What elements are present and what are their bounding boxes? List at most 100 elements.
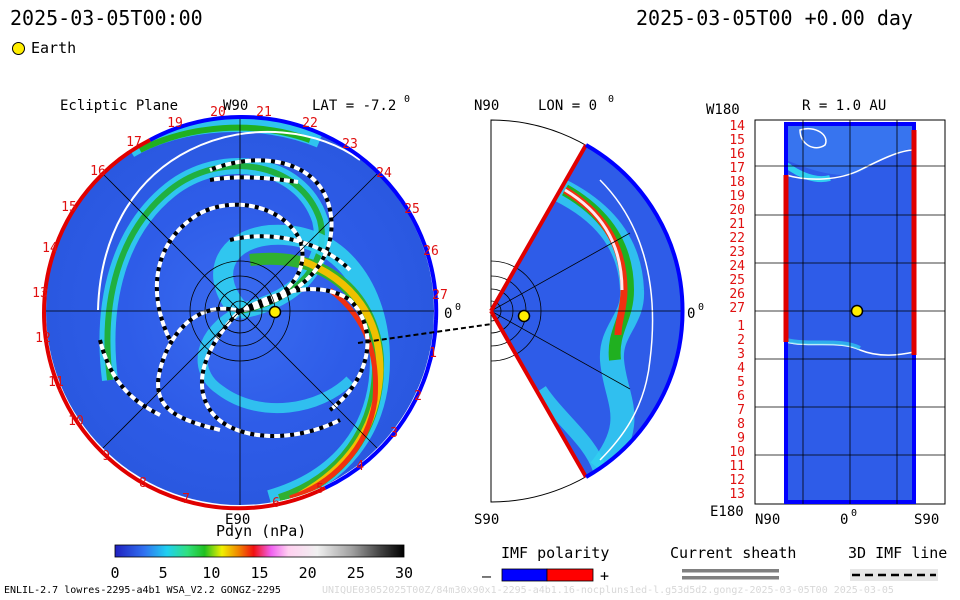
radial-row: 9 — [737, 431, 745, 446]
colorbar-tick-label: 10 — [202, 564, 220, 582]
radial-row: 17 — [729, 161, 745, 176]
radial-row: 25 — [729, 273, 745, 288]
meridional-front-core — [564, 188, 624, 291]
earth-legend: Earth — [12, 39, 76, 57]
ecliptic-tick: 26 — [423, 244, 439, 259]
current-sheath-swatch — [682, 569, 779, 573]
ecliptic-tick: 21 — [256, 105, 272, 120]
footer-run-id: UNIQUE03052025T00Z/84m30x90x1-2295-a4b1.… — [322, 585, 894, 596]
radial-row: 5 — [737, 375, 745, 390]
imf-polarity-legend: IMF polarity – + — [482, 544, 609, 585]
polarity-positive-swatch — [546, 568, 594, 582]
ecliptic-tick: 2 — [414, 389, 422, 404]
meridional-polarity-edge — [489, 144, 588, 312]
ecliptic-grid — [46, 117, 434, 505]
ecliptic-tick: 6 — [272, 496, 280, 511]
radial-row: 26 — [729, 287, 745, 302]
radial-zero-degree: 0 — [851, 508, 857, 519]
meridional-lon-label: LON = 0 — [538, 98, 597, 114]
polarity-negative-swatch — [501, 568, 548, 582]
radial-row: 18 — [729, 175, 745, 190]
ecliptic-tick: 3 — [390, 426, 398, 441]
radial-current-sheath-bottom — [785, 341, 915, 356]
radial-row: 2 — [737, 333, 745, 348]
footer-run-info: ENLIL-2.7 lowres-2295-a4b1 WSA_V2.2 GONG… — [4, 585, 281, 596]
ecliptic-zero-degree: 0 — [455, 302, 461, 313]
imf-line-title: 3D IMF line — [848, 544, 947, 562]
colorbar-ticks: 0 5 10 15 20 25 30 — [110, 564, 413, 582]
radial-panel: 14 15 16 17 18 19 20 21 22 23 24 25 26 2… — [706, 98, 946, 528]
current-sheath-legend: Current sheath — [670, 544, 796, 580]
radial-grid — [755, 120, 945, 504]
ecliptic-tick: 15 — [61, 200, 77, 215]
radial-w180-label: W180 — [706, 102, 740, 118]
colorbar: Pdyn (nPa) 0 5 10 15 20 25 30 — [110, 522, 413, 582]
ecliptic-tick: 10 — [68, 414, 84, 429]
ecliptic-tick: 8 — [139, 476, 147, 491]
radial-row: 21 — [729, 217, 745, 232]
earth-marker-icon — [12, 41, 25, 55]
radial-current-sheath-top — [785, 149, 915, 180]
current-sheath-title: Current sheath — [670, 544, 796, 562]
colorbar-tick-label: 15 — [250, 564, 268, 582]
ecliptic-lat-label: LAT = -7.2 — [312, 98, 396, 114]
ecliptic-tick: 5 — [316, 482, 324, 497]
ecliptic-tick: 14 — [42, 241, 58, 256]
radial-zero-label: 0 — [840, 512, 848, 528]
ecliptic-tick: 25 — [404, 202, 420, 217]
radial-row-labels: 14 15 16 17 18 19 20 21 22 23 24 25 26 2… — [729, 119, 745, 502]
imf-polarity-plus: + — [600, 567, 609, 585]
radial-row: 3 — [737, 347, 745, 362]
radial-row: 19 — [729, 189, 745, 204]
meridional-s90-label: S90 — [474, 512, 499, 528]
ecliptic-title: Ecliptic Plane — [60, 98, 178, 114]
ecliptic-tick: 24 — [376, 166, 392, 181]
radial-row: 14 — [729, 119, 745, 134]
radial-sheath-loop — [799, 128, 827, 149]
ecliptic-tick: 12 — [35, 331, 51, 346]
spiral-front-red — [289, 288, 379, 501]
radial-row: 6 — [737, 389, 745, 404]
meridional-polarity-arc — [585, 143, 685, 479]
ecliptic-tick: 17 — [126, 135, 142, 150]
ecliptic-e90-label: E90 — [225, 512, 250, 528]
meridional-n90-label: N90 — [474, 98, 499, 114]
radial-row: 13 — [729, 487, 745, 502]
spiral-stream — [197, 306, 354, 414]
colorbar-gradient — [114, 544, 405, 558]
radial-row: 24 — [729, 259, 745, 274]
colorbar-tick-label: 20 — [299, 564, 317, 582]
radial-row: 8 — [737, 417, 745, 432]
meridional-zero-degree: 0 — [698, 302, 704, 313]
ecliptic-tick-labels: 19 20 21 22 23 24 25 26 27 1 2 3 4 5 6 7… — [32, 105, 448, 511]
colorbar-tick-label: 0 — [110, 564, 119, 582]
model-time-right: 2025-03-05T00 +0.00 day — [636, 6, 913, 30]
radial-row: 7 — [737, 403, 745, 418]
radial-row: 22 — [729, 231, 745, 246]
radial-row: 23 — [729, 245, 745, 260]
earth-marker-icon — [268, 305, 282, 319]
ecliptic-tick: 23 — [342, 137, 358, 152]
radial-e180-label: E180 — [710, 504, 744, 520]
ecliptic-zero-label: 0 — [444, 306, 452, 322]
radial-row: 1 — [737, 319, 745, 334]
ecliptic-w90-label: W90 — [223, 98, 248, 114]
polarity-boundary-neg — [239, 114, 439, 321]
radial-row: 15 — [729, 133, 745, 148]
meridional-lon-degree: 0 — [608, 94, 614, 105]
meridional-current-sheath — [599, 179, 654, 461]
polarity-boundary-pos — [58, 389, 326, 511]
radial-r-label: R = 1.0 AU — [802, 98, 886, 114]
radial-row: 11 — [729, 459, 745, 474]
ecliptic-tick: 1 — [429, 346, 437, 361]
radial-row: 20 — [729, 203, 745, 218]
ecliptic-tick: 9 — [102, 449, 110, 464]
meridional-plane-panel: N90 LON = 0 0 0 0 S90 — [474, 94, 704, 528]
radial-row: 4 — [737, 361, 745, 376]
imf-polarity-title: IMF polarity — [501, 544, 609, 562]
radial-n90-label: N90 — [755, 512, 780, 528]
imf-lines-white — [98, 158, 370, 438]
ecliptic-tick: 20 — [210, 105, 226, 120]
ecliptic-tick: 7 — [182, 492, 190, 507]
model-time-left: 2025-03-05T00:00 — [10, 6, 203, 30]
